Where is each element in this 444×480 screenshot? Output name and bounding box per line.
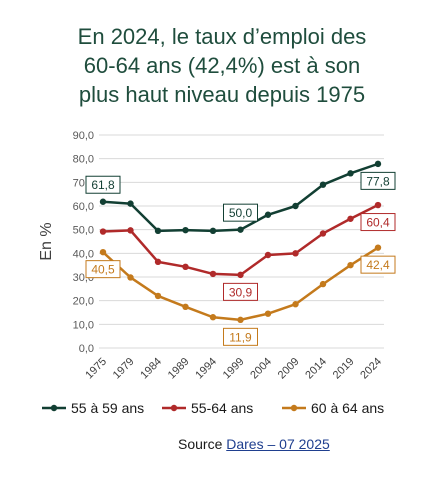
data-label-box bbox=[85, 260, 121, 279]
y-tick-label: 20,0 bbox=[73, 296, 94, 308]
legend-label: 55 à 59 ans bbox=[71, 400, 144, 416]
data-label: 30,9 bbox=[229, 285, 253, 299]
data-label-box bbox=[223, 282, 258, 301]
data-label: 61,8 bbox=[91, 178, 115, 192]
data-point bbox=[264, 310, 272, 317]
data-point bbox=[264, 211, 272, 218]
title-line-1: En 2024, le taux d’emploi des bbox=[77, 24, 367, 49]
y-tick-label: 90,0 bbox=[73, 130, 94, 142]
x-tick-label: 1975 bbox=[83, 356, 109, 382]
data-point bbox=[292, 301, 299, 308]
data-point bbox=[127, 274, 134, 281]
y-tick-label: 50,0 bbox=[73, 225, 94, 237]
x-tick-label: 2019 bbox=[331, 356, 357, 382]
data-label: 50,0 bbox=[229, 206, 253, 220]
x-tick-label: 1999 bbox=[221, 356, 247, 382]
legend-label: 55-64 ans bbox=[191, 400, 253, 416]
data-point bbox=[99, 198, 107, 205]
data-point bbox=[237, 226, 244, 233]
x-tick-label: 1984 bbox=[138, 356, 164, 382]
data-point bbox=[154, 227, 162, 235]
legend-marker bbox=[290, 404, 298, 412]
data-point bbox=[154, 292, 162, 300]
data-point bbox=[374, 244, 382, 251]
legend-marker bbox=[170, 404, 178, 412]
data-label: 60,4 bbox=[366, 216, 390, 230]
data-point bbox=[319, 230, 327, 237]
data-point bbox=[347, 170, 354, 177]
data-point bbox=[347, 215, 354, 222]
y-tick-label: 0,0 bbox=[79, 343, 94, 355]
data-point bbox=[182, 263, 189, 271]
data-label-box bbox=[85, 175, 121, 194]
data-label-box bbox=[360, 171, 396, 190]
y-tick-label: 80,0 bbox=[73, 154, 94, 166]
title-line-2: 60-64 ans (42,4%) est à son bbox=[83, 53, 361, 78]
source-prefix: Source bbox=[178, 436, 227, 452]
data-point bbox=[209, 227, 217, 235]
source-link[interactable]: Dares – 07 2025 bbox=[226, 436, 330, 452]
data-point bbox=[319, 181, 327, 188]
data-point bbox=[374, 160, 382, 168]
data-point bbox=[237, 271, 244, 279]
data-label-box bbox=[360, 213, 396, 232]
data-label: 11,9 bbox=[229, 330, 252, 344]
data-point bbox=[182, 303, 189, 311]
data-point bbox=[209, 314, 217, 321]
data-point bbox=[347, 261, 354, 269]
data-label: 42,4 bbox=[366, 258, 390, 272]
data-point bbox=[209, 270, 217, 278]
source-note: Source Dares – 07 2025 bbox=[178, 436, 330, 452]
legend-marker bbox=[50, 404, 58, 412]
data-label: 40,5 bbox=[91, 263, 115, 277]
data-point bbox=[374, 201, 382, 209]
data-point bbox=[154, 258, 162, 266]
x-tick-label: 1989 bbox=[166, 356, 192, 382]
data-label-box bbox=[223, 327, 258, 346]
legend-label: 60 à 64 ans bbox=[311, 400, 384, 416]
x-tick-label: 2024 bbox=[358, 356, 384, 382]
x-tick-label: 2014 bbox=[303, 356, 329, 382]
data-point bbox=[292, 202, 299, 210]
x-tick-label: 1979 bbox=[111, 356, 137, 382]
x-tick-label: 2004 bbox=[248, 356, 274, 382]
data-point bbox=[182, 226, 189, 234]
y-tick-label: 60,0 bbox=[73, 201, 94, 213]
y-tick-label: 10,0 bbox=[73, 319, 94, 331]
data-point bbox=[264, 251, 272, 259]
x-tick-label: 1994 bbox=[193, 356, 219, 382]
data-point bbox=[99, 228, 107, 235]
data-label: 77,8 bbox=[366, 174, 390, 188]
data-point bbox=[237, 316, 244, 324]
chart-title: En 2024, le taux d’emploi des 60-64 ans … bbox=[0, 22, 444, 109]
y-tick-label: 40,0 bbox=[73, 248, 94, 260]
data-label-box bbox=[223, 203, 258, 222]
data-point bbox=[99, 248, 107, 256]
data-point bbox=[319, 280, 327, 288]
x-tick-label: 2009 bbox=[276, 356, 302, 382]
data-label-box bbox=[360, 255, 396, 274]
y-axis-label: En % bbox=[38, 222, 55, 260]
data-point bbox=[127, 200, 134, 207]
data-point bbox=[292, 250, 299, 257]
title-line-3: plus haut niveau depuis 1975 bbox=[78, 82, 366, 107]
data-point bbox=[127, 227, 134, 234]
line-chart: 0,010,020,030,040,050,060,070,080,090,0E… bbox=[38, 130, 396, 416]
